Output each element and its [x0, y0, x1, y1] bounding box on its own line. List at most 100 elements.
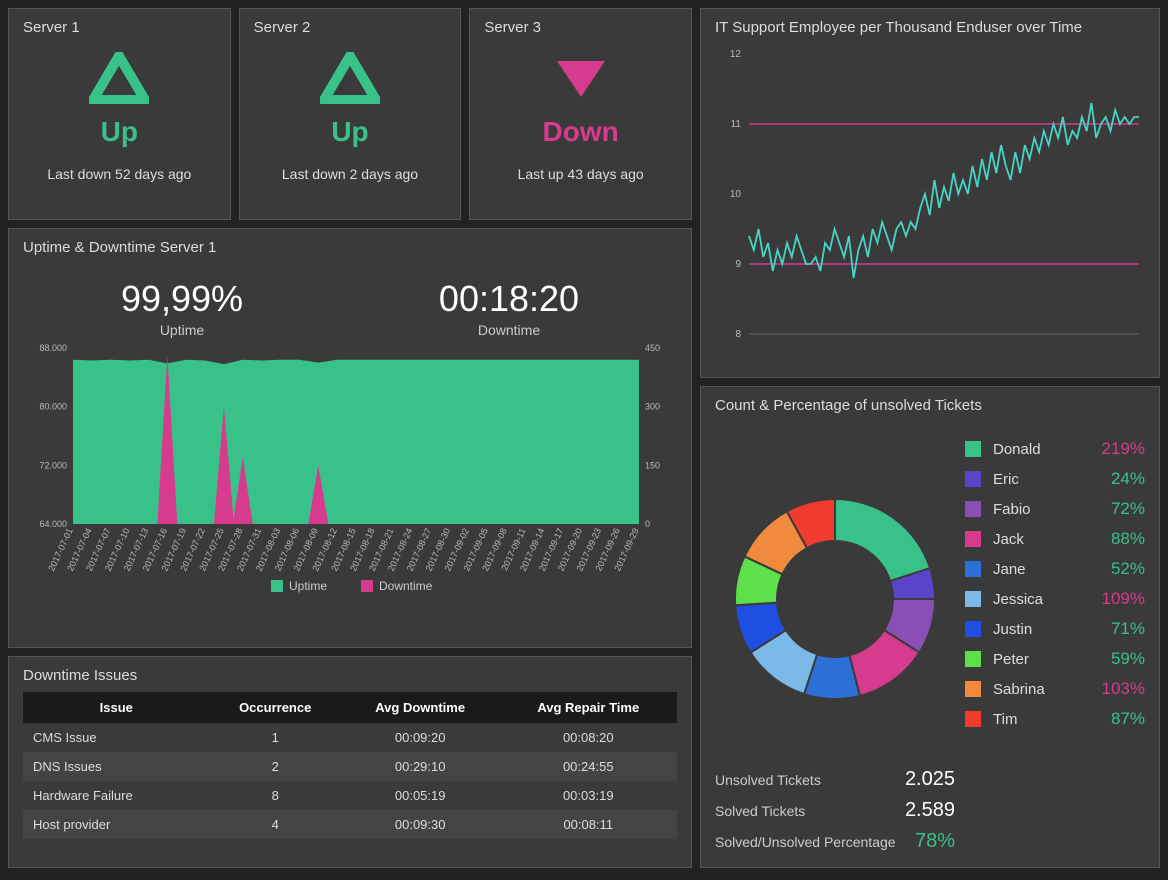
server-name: Server 1	[23, 19, 216, 36]
legend-pct: 71%	[1085, 619, 1145, 639]
legend-swatch-icon	[965, 531, 981, 547]
solved-label: Solved Tickets	[715, 803, 895, 819]
legend-swatch-icon	[965, 501, 981, 517]
svg-text:12: 12	[730, 49, 742, 60]
table-cell: 4	[210, 810, 341, 839]
table-row[interactable]: Hardware Failure800:05:1900:03:19	[23, 781, 677, 810]
unsolved-label: Unsolved Tickets	[715, 772, 895, 788]
svg-text:450: 450	[645, 343, 660, 353]
svg-text:9: 9	[735, 259, 741, 270]
it-support-linechart-panel: IT Support Employee per Thousand Enduser…	[700, 8, 1160, 378]
table-cell: 00:08:20	[500, 723, 677, 752]
donut-chart	[715, 434, 955, 764]
triangle-up-icon	[89, 52, 149, 104]
svg-text:88.000: 88.000	[39, 343, 67, 353]
unsolved-tickets-panel: Count & Percentage of unsolved Tickets U…	[700, 386, 1160, 868]
downtime-issues-panel: Downtime Issues IssueOccurrenceAvg Downt…	[8, 656, 692, 868]
table-cell: 00:24:55	[500, 752, 677, 781]
table-header: Avg Repair Time	[500, 692, 677, 723]
uptime-stats: 99,99% Uptime 00:18:20 Downtime	[23, 278, 677, 338]
legend-swatch-icon	[965, 591, 981, 607]
table-header: Occurrence	[210, 692, 341, 723]
legend-name: Peter	[993, 651, 1085, 668]
server-card-3[interactable]: Server 3 Down Last up 43 days ago	[469, 8, 692, 220]
legend-swatch-icon	[965, 651, 981, 667]
ticket-stats: Unsolved Tickets 2.025 Solved Tickets 2.…	[715, 764, 955, 857]
legend-row[interactable]: Fabio 72%	[965, 494, 1145, 524]
server-card-2[interactable]: Server 2 Up Last down 2 days ago	[239, 8, 462, 220]
legend-pct: 219%	[1085, 439, 1145, 459]
server-status: Up	[254, 116, 447, 148]
legend-pct: 72%	[1085, 499, 1145, 519]
donut-legend: Donald 219% Eric 24% Fabio 72% Jack 88% …	[965, 434, 1145, 857]
panel-title: Downtime Issues	[23, 667, 677, 684]
svg-text:150: 150	[645, 460, 660, 470]
server-name: Server 2	[254, 19, 447, 36]
solved-value: 2.589	[905, 799, 955, 822]
uptime-label: Uptime	[121, 322, 243, 338]
server-meta: Last down 52 days ago	[23, 166, 216, 182]
legend-name: Eric	[993, 471, 1085, 488]
svg-text:Uptime: Uptime	[289, 579, 327, 593]
downtime-val: 00:18:20	[439, 278, 579, 320]
legend-row[interactable]: Jessica 109%	[965, 584, 1145, 614]
table-cell: 00:08:11	[500, 810, 677, 839]
table-cell: CMS Issue	[23, 723, 210, 752]
svg-text:0: 0	[645, 519, 650, 529]
legend-row[interactable]: Sabrina 103%	[965, 674, 1145, 704]
legend-name: Jessica	[993, 591, 1085, 608]
svg-text:11: 11	[731, 119, 742, 130]
svg-text:300: 300	[645, 402, 660, 412]
legend-row[interactable]: Jane 52%	[965, 554, 1145, 584]
linechart: 12111098	[715, 44, 1145, 354]
legend-pct: 87%	[1085, 709, 1145, 729]
svg-text:8: 8	[735, 329, 741, 340]
table-cell: Host provider	[23, 810, 210, 839]
svg-text:72.000: 72.000	[39, 460, 67, 470]
ratio-value: 78%	[915, 830, 955, 853]
downtime-label: Downtime	[439, 322, 579, 338]
legend-row[interactable]: Peter 59%	[965, 644, 1145, 674]
svg-text:Downtime: Downtime	[379, 579, 433, 593]
uptime-downtime-panel: Uptime & Downtime Server 1 99,99% Uptime…	[8, 228, 692, 648]
legend-row[interactable]: Eric 24%	[965, 464, 1145, 494]
legend-pct: 103%	[1085, 679, 1145, 699]
svg-text:80.000: 80.000	[39, 402, 67, 412]
table-cell: 00:03:19	[500, 781, 677, 810]
legend-pct: 24%	[1085, 469, 1145, 489]
server-status: Up	[23, 116, 216, 148]
server-status: Down	[484, 116, 677, 148]
unsolved-value: 2.025	[905, 768, 955, 791]
table-row[interactable]: Host provider400:09:3000:08:11	[23, 810, 677, 839]
legend-row[interactable]: Tim 87%	[965, 704, 1145, 734]
legend-row[interactable]: Donald 219%	[965, 434, 1145, 464]
table-header: Avg Downtime	[341, 692, 500, 723]
legend-swatch-icon	[965, 621, 981, 637]
ratio-label: Solved/Unsolved Percentage	[715, 834, 905, 850]
legend-name: Fabio	[993, 501, 1085, 518]
table-row[interactable]: CMS Issue100:09:2000:08:20	[23, 723, 677, 752]
server-meta: Last down 2 days ago	[254, 166, 447, 182]
panel-title: Uptime & Downtime Server 1	[23, 239, 677, 256]
issues-table: IssueOccurrenceAvg DowntimeAvg Repair Ti…	[23, 692, 677, 839]
legend-swatch-icon	[965, 471, 981, 487]
legend-swatch-icon	[965, 681, 981, 697]
legend-name: Sabrina	[993, 681, 1085, 698]
server-card-1[interactable]: Server 1 Up Last down 52 days ago	[8, 8, 231, 220]
legend-name: Justin	[993, 621, 1085, 638]
legend-name: Donald	[993, 441, 1085, 458]
table-cell: 00:05:19	[341, 781, 500, 810]
legend-row[interactable]: Jack 88%	[965, 524, 1145, 554]
legend-swatch-icon	[965, 711, 981, 727]
legend-swatch-icon	[965, 441, 981, 457]
table-cell: 00:09:20	[341, 723, 500, 752]
legend-pct: 59%	[1085, 649, 1145, 669]
table-row[interactable]: DNS Issues200:29:1000:24:55	[23, 752, 677, 781]
legend-row[interactable]: Justin 71%	[965, 614, 1145, 644]
panel-title: Count & Percentage of unsolved Tickets	[715, 397, 1145, 414]
svg-text:64.000: 64.000	[39, 519, 67, 529]
legend-name: Jane	[993, 561, 1085, 578]
server-status-row: Server 1 Up Last down 52 days ago Server…	[8, 8, 692, 220]
table-cell: DNS Issues	[23, 752, 210, 781]
table-cell: 00:09:30	[341, 810, 500, 839]
